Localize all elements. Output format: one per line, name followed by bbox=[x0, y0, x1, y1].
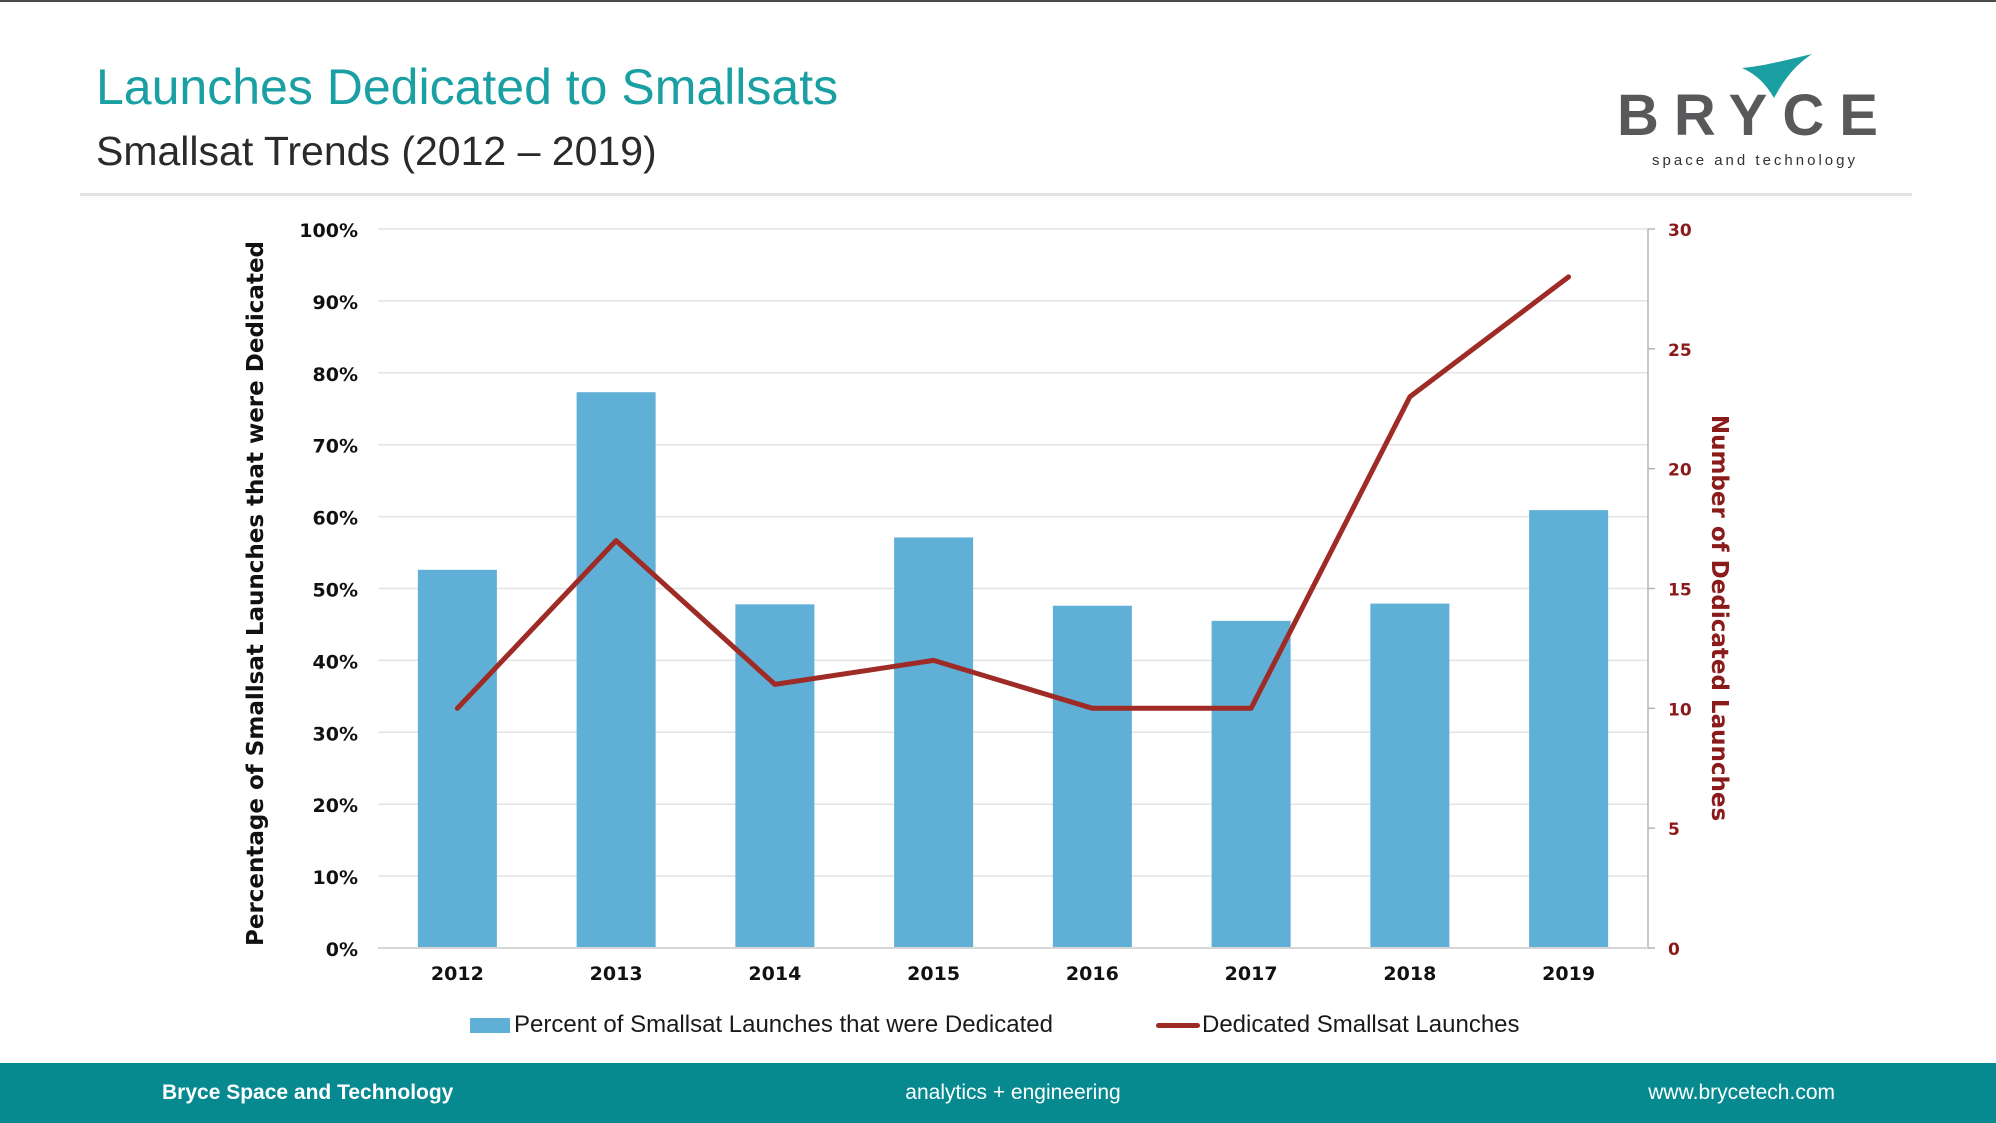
gridlines bbox=[378, 228, 1648, 877]
bar bbox=[1052, 605, 1132, 948]
y-tick-label: 0% bbox=[326, 939, 358, 961]
page-title: Launches Dedicated to Smallsats bbox=[96, 59, 839, 115]
right-tick-labels: 0 5 10 15 20 25 30 bbox=[1668, 221, 1692, 960]
swoosh-logo-icon bbox=[1742, 54, 1812, 98]
x-tick-label: 2012 bbox=[431, 963, 484, 985]
footer-bar: Bryce Space and Technology analytics + e… bbox=[0, 1063, 1996, 1123]
y2-tick-label: 0 bbox=[1668, 940, 1680, 960]
page-subtitle: Smallsat Trends (2012 – 2019) bbox=[96, 128, 657, 174]
y2-tick-label: 15 bbox=[1668, 581, 1692, 601]
footer-tagline: analytics + engineering bbox=[905, 1081, 1121, 1104]
x-tick-label: 2018 bbox=[1383, 963, 1436, 985]
bar bbox=[735, 604, 815, 948]
bar bbox=[576, 392, 656, 948]
bar bbox=[894, 537, 974, 948]
y2-tick-label: 25 bbox=[1668, 341, 1692, 361]
y-tick-label: 80% bbox=[313, 364, 358, 386]
header-divider bbox=[80, 193, 1912, 196]
left-tick-labels: 0% 10% 20% 30% 40% 50% 60% 70% 80% 90% 100% bbox=[299, 220, 358, 961]
legend-label-bars: Percent of Smallsat Launches that were D… bbox=[514, 1011, 1053, 1038]
y2-axis-label: Number of Dedicated Launches bbox=[1706, 415, 1732, 821]
bar bbox=[1211, 620, 1291, 948]
chart-legend: Percent of Smallsat Launches that were D… bbox=[0, 1005, 1996, 1045]
combo-chart: 0% 10% 20% 30% 40% 50% 60% 70% 80% 90% 100% 0 5 10 15… bbox=[243, 220, 1732, 985]
y-tick-label: 50% bbox=[313, 580, 358, 602]
bar bbox=[1529, 510, 1609, 948]
y-tick-label: 30% bbox=[313, 723, 358, 745]
y2-tick-label: 30 bbox=[1668, 221, 1692, 241]
legend-line-swatch bbox=[1156, 1022, 1200, 1028]
y-tick-label: 60% bbox=[313, 508, 358, 530]
x-tick-label: 2013 bbox=[590, 963, 643, 985]
bar-series bbox=[417, 392, 1609, 948]
y-tick-label: 90% bbox=[313, 292, 358, 314]
x-tick-label: 2014 bbox=[748, 963, 801, 985]
logo-wordmark: BRYCE bbox=[1617, 83, 1893, 148]
y-tick-label: 10% bbox=[313, 867, 358, 889]
y-axis-label: Percentage of Smallsat Launches that wer… bbox=[243, 241, 269, 946]
legend-item-line: Dedicated Smallsat Launches bbox=[1156, 1005, 1520, 1045]
top-border bbox=[0, 0, 1996, 2]
legend-bar-swatch bbox=[470, 1017, 510, 1033]
footer-website-link[interactable]: www.brycetech.com bbox=[1648, 1081, 1835, 1104]
legend-item-bars: Percent of Smallsat Launches that were D… bbox=[470, 1005, 1053, 1045]
y2-tick-label: 5 bbox=[1668, 820, 1680, 840]
x-tick-label: 2015 bbox=[907, 963, 960, 985]
y-tick-label: 70% bbox=[313, 436, 358, 458]
line-series bbox=[454, 274, 1572, 711]
x-tick-labels: 2012 2013 2014 2015 2016 2017 2018 2019 bbox=[431, 963, 1595, 985]
legend-label-line: Dedicated Smallsat Launches bbox=[1202, 1011, 1520, 1038]
x-tick-label: 2016 bbox=[1066, 963, 1119, 985]
y-tick-label: 100% bbox=[299, 220, 358, 242]
y-tick-label: 40% bbox=[313, 651, 358, 673]
y2-tick-label: 10 bbox=[1668, 700, 1692, 720]
bryce-logo: BRYCE space and technology bbox=[1600, 54, 1910, 174]
x-tick-label: 2017 bbox=[1225, 963, 1278, 985]
y-tick-label: 20% bbox=[313, 795, 358, 817]
axes bbox=[378, 228, 1655, 949]
logo-tagline: space and technology bbox=[1652, 152, 1858, 169]
x-tick-label: 2019 bbox=[1542, 963, 1595, 985]
bar bbox=[417, 569, 497, 948]
bar bbox=[1370, 603, 1450, 948]
y2-tick-label: 20 bbox=[1668, 461, 1692, 481]
footer-company: Bryce Space and Technology bbox=[162, 1081, 454, 1104]
